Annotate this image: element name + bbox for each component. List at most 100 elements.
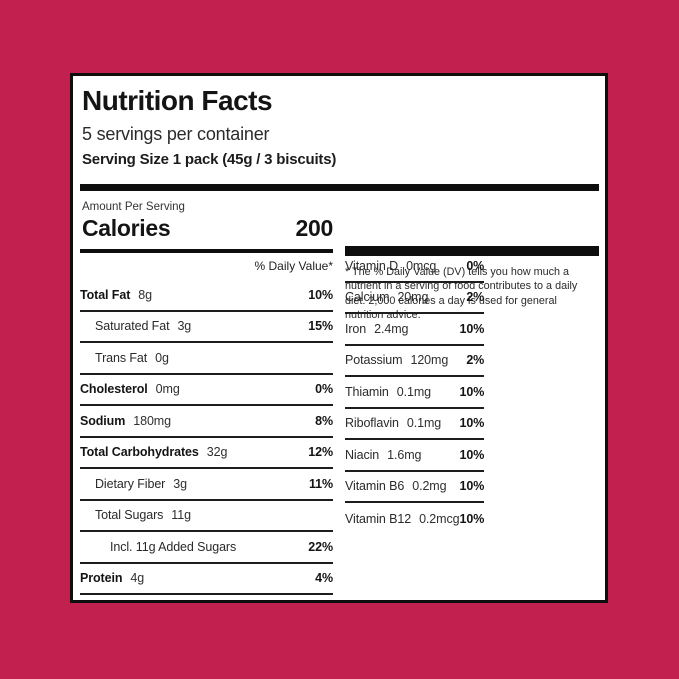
nutrient-row: Vitamin B12 0.2mcg 10% bbox=[345, 503, 484, 535]
nutrient-row: Incl. 11g Added Sugars 22% bbox=[80, 532, 333, 564]
nutrient-amount: 11g bbox=[171, 508, 191, 523]
nutrient-name: Potassium bbox=[345, 353, 403, 368]
calories-label: Calories bbox=[82, 215, 171, 241]
nutrient-label-group: Iron 2.4mg bbox=[345, 322, 408, 336]
label-header: Nutrition Facts 5 servings per container… bbox=[82, 85, 592, 168]
nutrient-amount: 180mg bbox=[133, 413, 171, 428]
nutrient-amount: 3g bbox=[173, 476, 187, 491]
nutrient-row: Cholesterol 0mg 0% bbox=[80, 375, 333, 406]
nutrient-amount: 0.1mg bbox=[406, 416, 442, 431]
nutrient-name: Riboflavin bbox=[345, 416, 399, 431]
nutrient-row: Dietary Fiber 3g 11% bbox=[80, 469, 333, 501]
nutrient-name: Thiamin bbox=[345, 384, 389, 399]
label-title: Nutrition Facts bbox=[82, 85, 273, 116]
nutrient-amount: 0mcg bbox=[406, 258, 437, 273]
nutrient-name: Dietary Fiber bbox=[95, 476, 166, 491]
nutrient-daily-value-percent: 10% bbox=[459, 384, 485, 399]
amount-per-serving-label: Amount Per Serving bbox=[82, 201, 185, 213]
nutrient-name: Total Sugars bbox=[95, 508, 164, 523]
calories-value: 200 bbox=[295, 215, 334, 241]
nutrient-row: Thiamin 0.1mg 10% bbox=[345, 377, 484, 409]
nutrient-amount: 8g bbox=[138, 287, 152, 302]
nutrient-label-group: Calcium 20mg bbox=[345, 290, 428, 304]
right-column-top-bar bbox=[345, 246, 599, 251]
nutrient-name: Vitamin B6 bbox=[345, 479, 405, 494]
nutrient-row: Niacin 1.6mg 10% bbox=[345, 440, 484, 472]
nutrient-label-group: Thiamin 0.1mg bbox=[345, 385, 431, 399]
nutrient-daily-value-percent: 12% bbox=[308, 445, 333, 460]
nutrient-daily-value-percent: 0% bbox=[466, 258, 485, 273]
nutrient-amount: 0.2mcg bbox=[419, 511, 460, 526]
nutrient-label-group: Protein 4g bbox=[80, 571, 144, 585]
daily-value-header: % Daily Value* bbox=[254, 259, 333, 273]
servings-per-container: 5 servings per container bbox=[82, 123, 270, 144]
daily-value-footnote: * The % Daily Value (DV) tells you how m… bbox=[345, 266, 578, 321]
nutrient-name: Vitamin D bbox=[345, 258, 399, 273]
nutrient-daily-value-percent: 10% bbox=[459, 511, 485, 526]
nutrient-amount: 3g bbox=[177, 319, 192, 334]
nutrient-row: Total Sugars 11g bbox=[80, 501, 333, 532]
nutrient-name: Protein bbox=[80, 571, 123, 586]
nutrient-row: Riboflavin 0.1mg 10% bbox=[345, 409, 484, 440]
nutrient-row: Trans Fat 0g bbox=[80, 343, 333, 375]
nutrient-label-group: Total Carbohydrates 32g bbox=[80, 445, 227, 459]
nutrient-name: Saturated Fat bbox=[95, 319, 170, 334]
nutrient-row: Total Fat 8g 10% bbox=[80, 280, 333, 312]
calories-row: Calories 200 bbox=[82, 215, 333, 242]
nutrient-label-group: Trans Fat 0g bbox=[95, 351, 169, 365]
nutrient-label-group: Potassium 120mg bbox=[345, 353, 448, 367]
nutrient-row: Total Carbohydrates 32g 12% bbox=[80, 438, 333, 469]
nutrient-daily-value-percent: 2% bbox=[466, 353, 485, 368]
nutrient-label-group: Niacin 1.6mg bbox=[345, 448, 421, 462]
nutrient-daily-value-percent: 15% bbox=[308, 319, 333, 334]
nutrient-amount: 120mg bbox=[410, 353, 449, 368]
nutrient-daily-value-percent: 22% bbox=[308, 539, 333, 554]
nutrient-row: Iron 2.4mg 10% bbox=[345, 314, 484, 346]
nutrient-daily-value-percent: 10% bbox=[459, 479, 485, 494]
nutrient-daily-value-percent: 8% bbox=[315, 413, 333, 428]
nutrient-amount: 4g bbox=[130, 571, 145, 586]
nutrient-row: Calcium 20mg 2% bbox=[345, 283, 485, 314]
nutrient-label-group: Saturated Fat 3g bbox=[95, 319, 191, 333]
nutrient-daily-value-percent: 10% bbox=[459, 321, 485, 336]
nutrient-label-group: Riboflavin 0.1mg bbox=[345, 416, 441, 430]
nutrition-facts-label: Nutrition Facts 5 servings per container… bbox=[70, 73, 608, 603]
nutrient-amount: 1.6mg bbox=[387, 447, 422, 462]
nutrient-label-group: Dietary Fiber 3g bbox=[95, 477, 187, 491]
nutrient-daily-value-percent: 11% bbox=[308, 476, 333, 491]
nutrient-daily-value-percent: 10% bbox=[459, 447, 485, 462]
nutrient-label-group: Cholesterol 0mg bbox=[80, 382, 180, 396]
nutrient-name: Cholesterol bbox=[80, 382, 148, 397]
nutrient-label-group: Sodium 180mg bbox=[80, 414, 171, 428]
calories-divider-bar bbox=[80, 249, 333, 253]
header-divider-bar bbox=[80, 184, 599, 191]
nutrient-label-group: Vitamin B6 0.2mg bbox=[345, 479, 447, 494]
nutrient-daily-value-percent: 0% bbox=[315, 382, 333, 397]
right-nutrient-rows: Vitamin D 0mcg 0% Calcium 20mg 2% Iron 2.4mg 10%… bbox=[345, 251, 484, 535]
nutrient-amount: 20mg bbox=[397, 290, 429, 305]
nutrient-amount: 0g bbox=[155, 350, 169, 365]
serving-size: Serving Size 1 pack (45g / 3 biscuits) bbox=[82, 150, 337, 168]
nutrient-row: Sodium 180mg 8% bbox=[80, 406, 333, 438]
nutrient-row: Vitamin B6 0.2mg 10% bbox=[345, 472, 485, 503]
nutrient-row: Potassium 120mg 2% bbox=[345, 346, 485, 377]
nutrient-name: Incl. 11g Added Sugars bbox=[110, 539, 237, 554]
nutrient-daily-value-percent: 2% bbox=[466, 290, 485, 305]
nutrient-daily-value-percent: 10% bbox=[308, 287, 333, 302]
nutrient-amount: 0.2mg bbox=[412, 479, 447, 494]
nutrient-label-group: Total Fat 8g bbox=[80, 288, 152, 302]
nutrient-amount: 2.4mg bbox=[374, 321, 409, 336]
nutrient-name: Total Carbohydrates bbox=[80, 445, 199, 460]
nutrient-name: Iron bbox=[345, 321, 367, 336]
nutrient-name: Calcium bbox=[345, 290, 390, 305]
nutrient-amount: 32g bbox=[206, 445, 228, 460]
nutrient-label-group: Incl. 11g Added Sugars bbox=[110, 540, 236, 554]
right-column: Vitamin D 0mcg 0% Calcium 20mg 2% Iron 2.4mg 10%… bbox=[345, 246, 599, 526]
nutrient-name: Total Fat bbox=[80, 287, 131, 302]
nutrient-amount: 0.1mg bbox=[396, 384, 432, 399]
nutrient-name: Vitamin B12 bbox=[345, 511, 412, 526]
nutrient-name: Niacin bbox=[345, 447, 380, 462]
nutrient-row: Saturated Fat 3g 15% bbox=[80, 312, 333, 343]
nutrient-daily-value-percent: 4% bbox=[315, 571, 333, 586]
